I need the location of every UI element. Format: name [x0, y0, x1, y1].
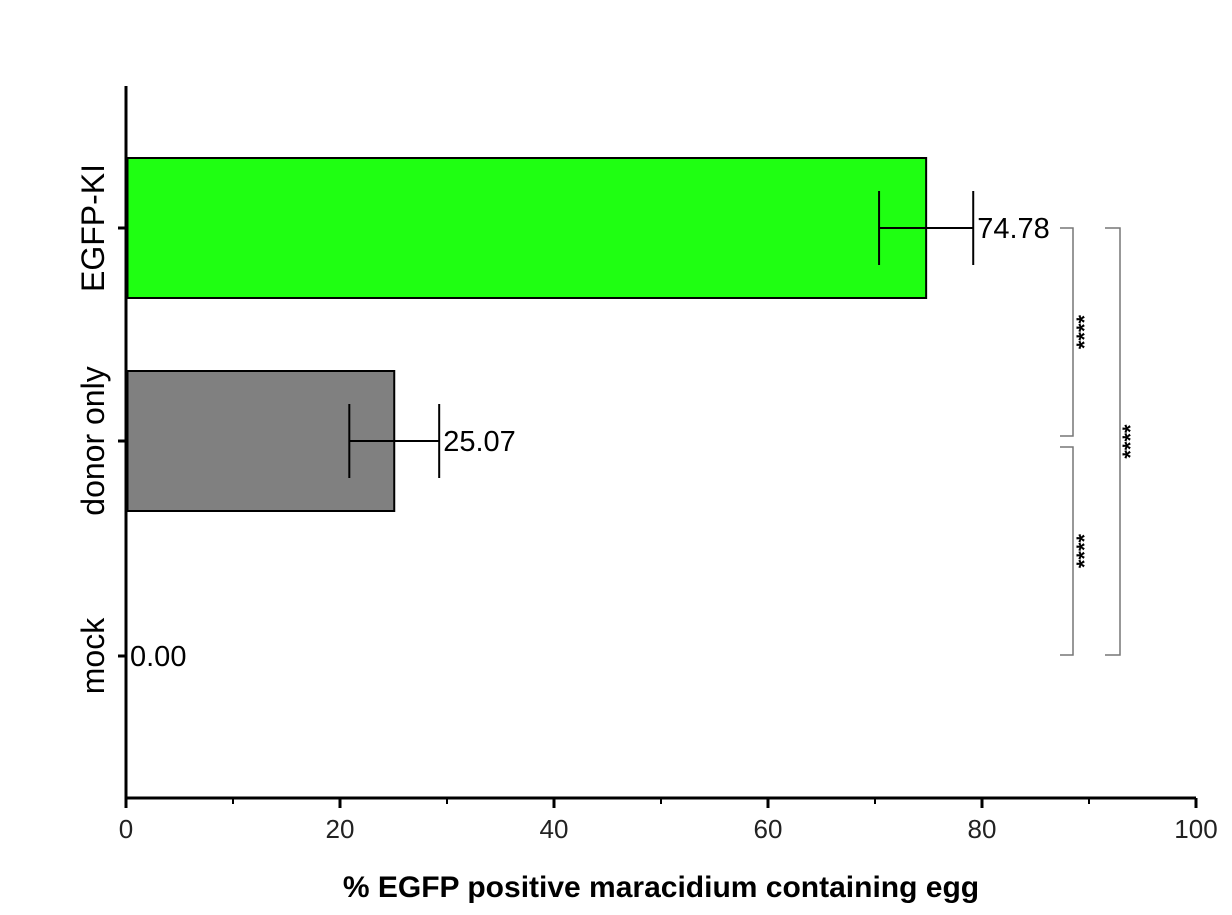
- category-label-mock: mock: [75, 617, 111, 694]
- ticks-layer: [118, 226, 1198, 808]
- significance-label-egfp-ki-vs-donor-only: ****: [1072, 314, 1097, 349]
- significance-bracket-egfp-ki-vs-mock: [1105, 227, 1121, 656]
- bars-layer: [126, 157, 928, 512]
- data-label-egfp-ki: 74.78: [977, 213, 1050, 245]
- x-tick-label-40: 40: [540, 814, 569, 844]
- category-label-egfp-ki: EGFP-KI: [75, 164, 111, 292]
- significance-bracket-donor-only-vs-mock: [1060, 446, 1074, 656]
- significance-label-donor-only-vs-mock: ****: [1072, 533, 1097, 568]
- x-tick-label-80: 80: [968, 814, 997, 844]
- bar-egfp-ki: [126, 157, 928, 299]
- data-label-donor-only: 25.07: [443, 426, 516, 458]
- x-tick-label-20: 20: [326, 814, 355, 844]
- significance-layer: **** **** ****: [1060, 227, 1143, 656]
- data-label-mock: 0.00: [130, 641, 186, 673]
- category-label-donor-only: donor only: [75, 366, 111, 515]
- x-axis-title: % EGFP positive maracidium containing eg…: [343, 871, 979, 904]
- labels-layer: 74.78 EGFP-KI 25.07 donor only 0.00 mock 0 20 40…: [75, 164, 1218, 844]
- significance-label-egfp-ki-vs-mock: ****: [1118, 424, 1143, 459]
- error-bars-layer: [348, 191, 975, 478]
- significance-bracket-egfp-ki-vs-donor-only: [1060, 227, 1074, 437]
- x-tick-label-0: 0: [119, 814, 133, 844]
- x-tick-label-60: 60: [754, 814, 783, 844]
- x-tick-label-100: 100: [1174, 814, 1217, 844]
